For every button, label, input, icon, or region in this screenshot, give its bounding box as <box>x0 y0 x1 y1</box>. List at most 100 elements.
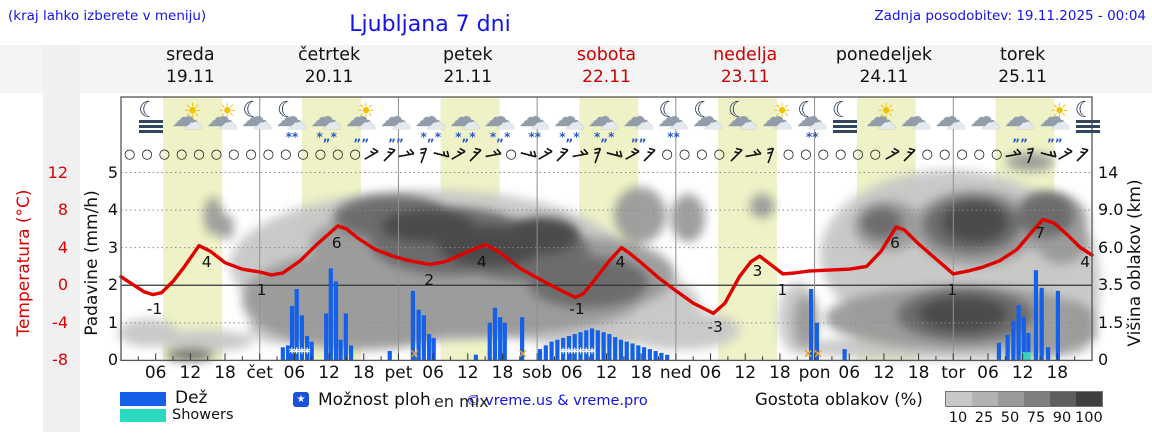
cloud-glyph: ☁ <box>414 102 442 133</box>
temp-tick-12: 12 <box>47 162 68 182</box>
scale-segment-90 <box>1050 392 1076 406</box>
wind-barb-icon <box>641 146 659 164</box>
wind-calm-icon: ○ <box>280 147 292 162</box>
cloudheight-tick-9.0: 9.0 <box>1098 200 1124 220</box>
precip-glyph: *„* <box>316 130 337 144</box>
scale-segment-25 <box>972 392 998 406</box>
moon-cloud-icon: ☾ ☁ ☁ <box>240 100 274 146</box>
day-date: 24.11 <box>859 66 909 87</box>
precip-glyph: „„ <box>1012 130 1029 144</box>
x-day-abbr-čet: čet <box>246 363 273 383</box>
cloud-glyph: ☁ <box>449 102 477 133</box>
x-hour-label: 12 <box>179 363 202 383</box>
temp-value-label: 6 <box>890 233 900 252</box>
wind-barb-icon <box>1019 143 1043 167</box>
cloud-glyph: ☁ <box>657 102 685 133</box>
sun-cloud-icon: ☀ ☁ ☁ <box>206 100 240 146</box>
cloud-icon: ☁ ☁ <box>969 100 1003 146</box>
cloud-glyph: ☁ <box>484 102 512 133</box>
moon-fog-icon: ☾ <box>1073 100 1107 146</box>
temp-tick-8: 8 <box>57 200 68 220</box>
wind-calm-icon: ○ <box>141 147 153 162</box>
wind-calm-icon: ○ <box>176 147 188 162</box>
wind-calm-icon: ○ <box>349 147 361 162</box>
wind-calm-icon: ○ <box>921 147 933 162</box>
cloud-glyph-2: ☁ <box>321 110 342 134</box>
x-hour-label: 12 <box>595 363 618 383</box>
temp-value-label: 3 <box>752 262 763 280</box>
x-hour-label: 18 <box>214 363 236 383</box>
day-name: torek <box>999 45 1046 65</box>
wind-barb-icon <box>467 146 485 164</box>
cloudheight-tick-6.0: 6.0 <box>1098 237 1124 257</box>
cloud-glyph-2: ☁ <box>252 110 273 134</box>
cloud-glyph: ☁ <box>796 102 824 133</box>
moon-fog-icon: ☾ <box>830 100 864 146</box>
temp-value-label: 4 <box>1080 252 1091 271</box>
scale-label-25: 25 <box>974 410 994 426</box>
cloud-glyph: ☁ <box>622 102 650 133</box>
wind-calm-icon: ○ <box>661 147 673 162</box>
day-header-torek: torek 25.11 <box>953 45 1092 91</box>
cloud-glyph: ☁ <box>1038 102 1066 133</box>
cloud-rain-icon: ☁ ☁ „„ <box>622 100 656 146</box>
precip-glyph: ** <box>805 130 819 144</box>
wind-calm-icon: ○ <box>228 147 240 162</box>
wind-barb-icon <box>882 144 904 166</box>
wind-calm-icon: ○ <box>210 147 223 162</box>
moon-glyph: ☾ <box>831 98 852 123</box>
wind-barb-icon <box>603 143 628 168</box>
svg-text:*: * <box>566 346 573 361</box>
sun-glyph: ☀ <box>217 99 237 123</box>
menu-hint-text: (kraj lahko izberete v meniju) <box>8 8 207 24</box>
x-hour-label: 12 <box>734 363 757 383</box>
rain-legend-swatch <box>120 392 166 406</box>
precip-glyph: „„ <box>630 130 647 144</box>
day-date: 21.11 <box>443 66 493 87</box>
cloud-glyph-2: ☁ <box>980 110 1001 134</box>
fog-lines <box>139 120 164 123</box>
temp-tick--8: -8 <box>52 350 68 370</box>
temp-tick-4: 4 <box>57 237 68 257</box>
precip-glyph: „„ <box>353 130 370 144</box>
scale-label-10: 10 <box>948 410 968 426</box>
wind-calm-icon: ○ <box>505 147 517 162</box>
wind-calm-icon: ○ <box>696 147 708 162</box>
moon-glyph: ☾ <box>1074 98 1095 123</box>
temp-value-label: 4 <box>201 252 212 271</box>
cloud-glyph-2: ☁ <box>1049 110 1070 134</box>
sun-glyph: ☀ <box>772 99 792 123</box>
precip-tick-3: 3 <box>107 237 118 257</box>
moon-glyph: ☾ <box>277 98 297 123</box>
x-hour-label: 06 <box>560 363 583 383</box>
x-hour-label: 06 <box>838 363 861 383</box>
cloud-glyph-2: ☁ <box>287 110 308 134</box>
x-hour-label: 18 <box>491 363 514 383</box>
x-day-abbr-pon: pon <box>798 363 831 383</box>
moon-fog-icon: ☾ <box>136 100 170 146</box>
scale-label-75: 75 <box>1026 410 1046 426</box>
day-header-sreda: sreda 19.11 <box>121 45 260 91</box>
day-header-sobota: sobota 22.11 <box>537 45 676 91</box>
wind-barb-icon <box>622 144 644 166</box>
sun-glyph: ☀ <box>356 99 376 123</box>
wind-calm-icon: ○ <box>990 147 1003 162</box>
cloud-density-scale-labels: 10 25 50 75 90 100 <box>945 407 1103 426</box>
svg-text:*: * <box>304 346 311 361</box>
svg-text:×: × <box>410 346 420 360</box>
wind-calm-icon: ○ <box>938 147 951 162</box>
wind-calm-icon: ○ <box>782 147 795 162</box>
x-hour-label: 12 <box>873 363 895 383</box>
moon-cloud-snow-icon: ☾ ☁ ☁ ** <box>657 100 691 146</box>
day-date: 20.11 <box>304 66 354 87</box>
precip-tick-4: 4 <box>107 200 118 220</box>
moon-glyph: ☾ <box>242 98 263 123</box>
cloud-glyph-2: ☁ <box>633 110 654 134</box>
cloud-sleet-icon: ☁ ☁ *„* <box>587 100 621 146</box>
wind-barb-icon <box>1001 142 1026 167</box>
copyright-link[interactable]: © vreme.us & vreme.pro <box>466 393 648 409</box>
temp-value-label: 2 <box>424 271 435 290</box>
cloud-glyph-2: ☁ <box>703 110 724 134</box>
cloud-glyph-2: ☁ <box>911 110 932 134</box>
cloud-density-scale-bar <box>945 391 1103 407</box>
